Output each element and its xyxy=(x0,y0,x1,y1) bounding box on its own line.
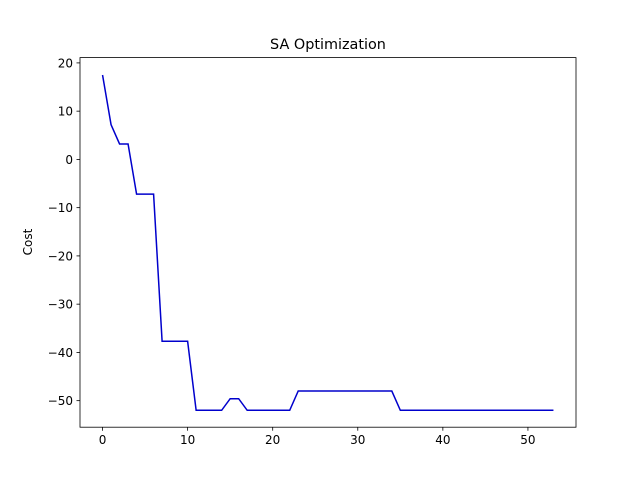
x-tick-label: 0 xyxy=(99,433,107,447)
y-tick-label: 0 xyxy=(65,153,73,167)
y-axis-label: Cost xyxy=(21,228,35,255)
y-tick-label: 10 xyxy=(58,105,73,119)
x-tick-label: 10 xyxy=(180,433,195,447)
x-tick-label: 30 xyxy=(350,433,365,447)
y-tick-label: −50 xyxy=(48,394,73,408)
y-tick-label: −10 xyxy=(48,201,73,215)
x-tick-label: 20 xyxy=(265,433,280,447)
y-tick-label: −20 xyxy=(48,249,73,263)
y-tick-label: −30 xyxy=(48,298,73,312)
chart-title: SA Optimization xyxy=(270,37,386,53)
x-tick-label: 40 xyxy=(435,433,450,447)
plot-frame xyxy=(79,57,577,428)
x-tick-label: 50 xyxy=(520,433,535,447)
y-tick-label: 20 xyxy=(58,56,73,70)
line-series xyxy=(101,74,554,412)
y-tick-label: −40 xyxy=(48,346,73,360)
